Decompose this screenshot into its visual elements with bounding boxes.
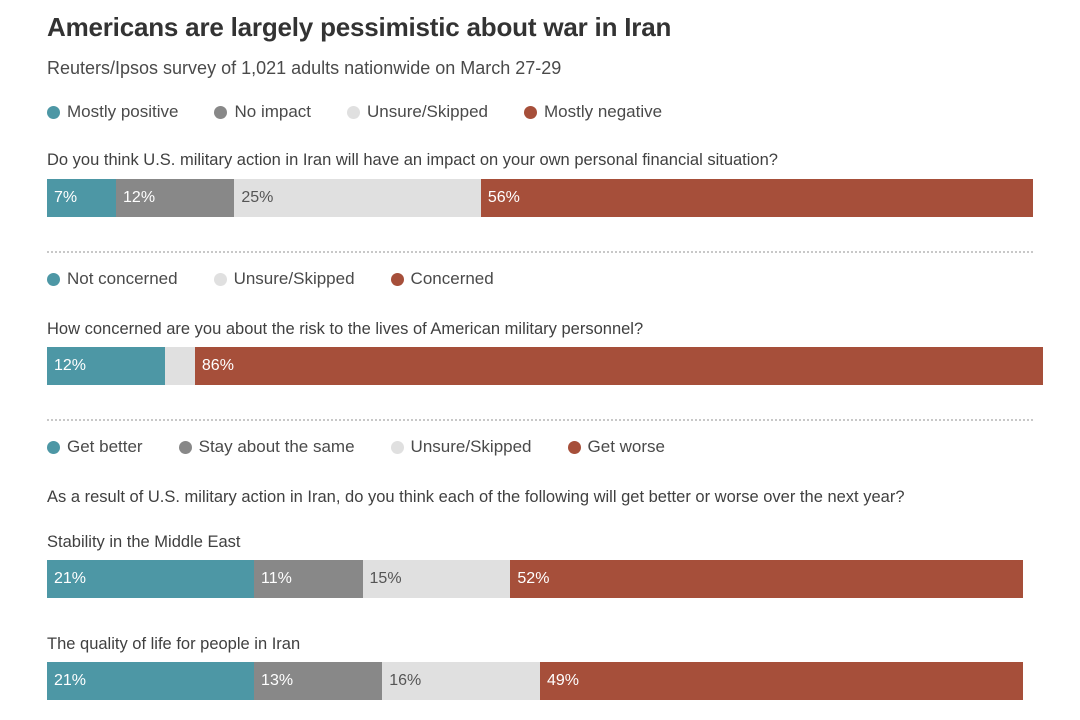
legend-swatch [390,440,404,454]
stacked-bar: 21% 13% 16% 49% [47,662,1024,700]
legend-label: No impact [234,102,312,121]
legend-label: Mostly negative [543,102,663,121]
legend-swatch [390,272,404,286]
legend-item: Unsure/Skipped [347,102,488,122]
legend-label: Stay about the same [198,437,355,456]
legend: Not concerned Unsure/Skipped Concerned [47,269,530,289]
section-divider [47,419,1033,421]
stacked-bar: 12% 86% [47,347,1043,385]
legend-item: Concerned [390,269,494,289]
legend-swatch [47,105,60,119]
bar-segment: 86% [194,347,1043,385]
legend-swatch [523,105,537,119]
data-label: 12% [123,189,156,206]
legend-item: Get worse [567,437,665,457]
row-category-label: Stability in the Middle East [47,533,241,551]
legend-swatch [213,272,227,286]
legend-label: Unsure/Skipped [367,102,488,121]
bar-segment: 56% [480,179,1033,217]
bar-segment: 16% [382,662,540,700]
legend: Get better Stay about the same Unsure/Skip… [47,437,701,457]
data-label: 56% [487,189,520,206]
legend-swatch [47,272,60,286]
bar-segment: 7% [47,179,117,217]
legend-label: Not concerned [67,269,178,288]
legend-item: Mostly positive [47,102,178,122]
section-divider [47,251,1033,253]
data-label: 11% [261,570,292,587]
legend-swatch [178,440,192,454]
bar-segment: 25% [234,179,481,217]
legend-swatch [567,440,581,454]
bar-segment: 12% [116,179,235,217]
bar-segment: 15% [362,560,511,598]
stacked-bar: 7% 12% 25% 56% [47,179,1033,217]
question-text: How concerned are you about the risk to … [47,320,644,338]
stacked-bar: 21% 11% 15% 52% [47,560,1024,598]
bar-segment: 52% [510,560,1024,598]
legend-label: Mostly positive [67,102,179,121]
bar-segment: 21% [47,560,255,598]
legend-item: Mostly negative [523,102,663,122]
chart-title: Americans are largely pessimistic about … [47,12,672,42]
legend-item: Not concerned [47,269,178,289]
question-text: Do you think U.S. military action in Ira… [47,151,778,169]
data-label: 13% [261,672,294,689]
data-label: 25% [241,189,274,206]
bar-segment: 12% [47,347,166,385]
legend-label: Unsure/Skipped [410,437,532,456]
legend-item: Unsure/Skipped [390,437,532,457]
row-category-label: The quality of life for people in Iran [47,635,301,653]
bar-segment: 49% [540,662,1024,700]
legend-label: Get better [67,437,143,456]
data-label: 21% [54,672,87,689]
legend-label: Get worse [587,437,665,456]
legend-label: Concerned [410,269,494,288]
question-text: As a result of U.S. military action in I… [47,488,905,506]
data-label: 52% [517,570,550,587]
bar-segment: 21% [47,662,255,700]
data-label: 86% [201,357,234,374]
legend-item: Unsure/Skipped [213,269,355,289]
data-label: 49% [547,672,580,689]
legend-swatch [47,440,60,454]
legend-item: No impact [214,102,311,122]
data-label: 16% [389,672,422,689]
legend: Mostly positive No impact Unsure/Skipped Mo… [47,102,698,122]
bar-segment: 13% [254,662,383,700]
chart-subtitle: Reuters/Ipsos survey of 1,021 adults nat… [47,58,562,78]
data-label: 21% [54,570,87,587]
legend-label: Unsure/Skipped [233,269,355,288]
bar-segment [165,347,195,385]
legend-item: Stay about the same [178,437,355,457]
legend-swatch [347,105,361,119]
data-label: 15% [369,570,402,587]
data-label: 7% [54,189,78,206]
data-label: 12% [54,357,87,374]
bar-segment: 11% [254,560,363,598]
legend-item: Get better [47,437,143,457]
legend-swatch [214,105,228,119]
